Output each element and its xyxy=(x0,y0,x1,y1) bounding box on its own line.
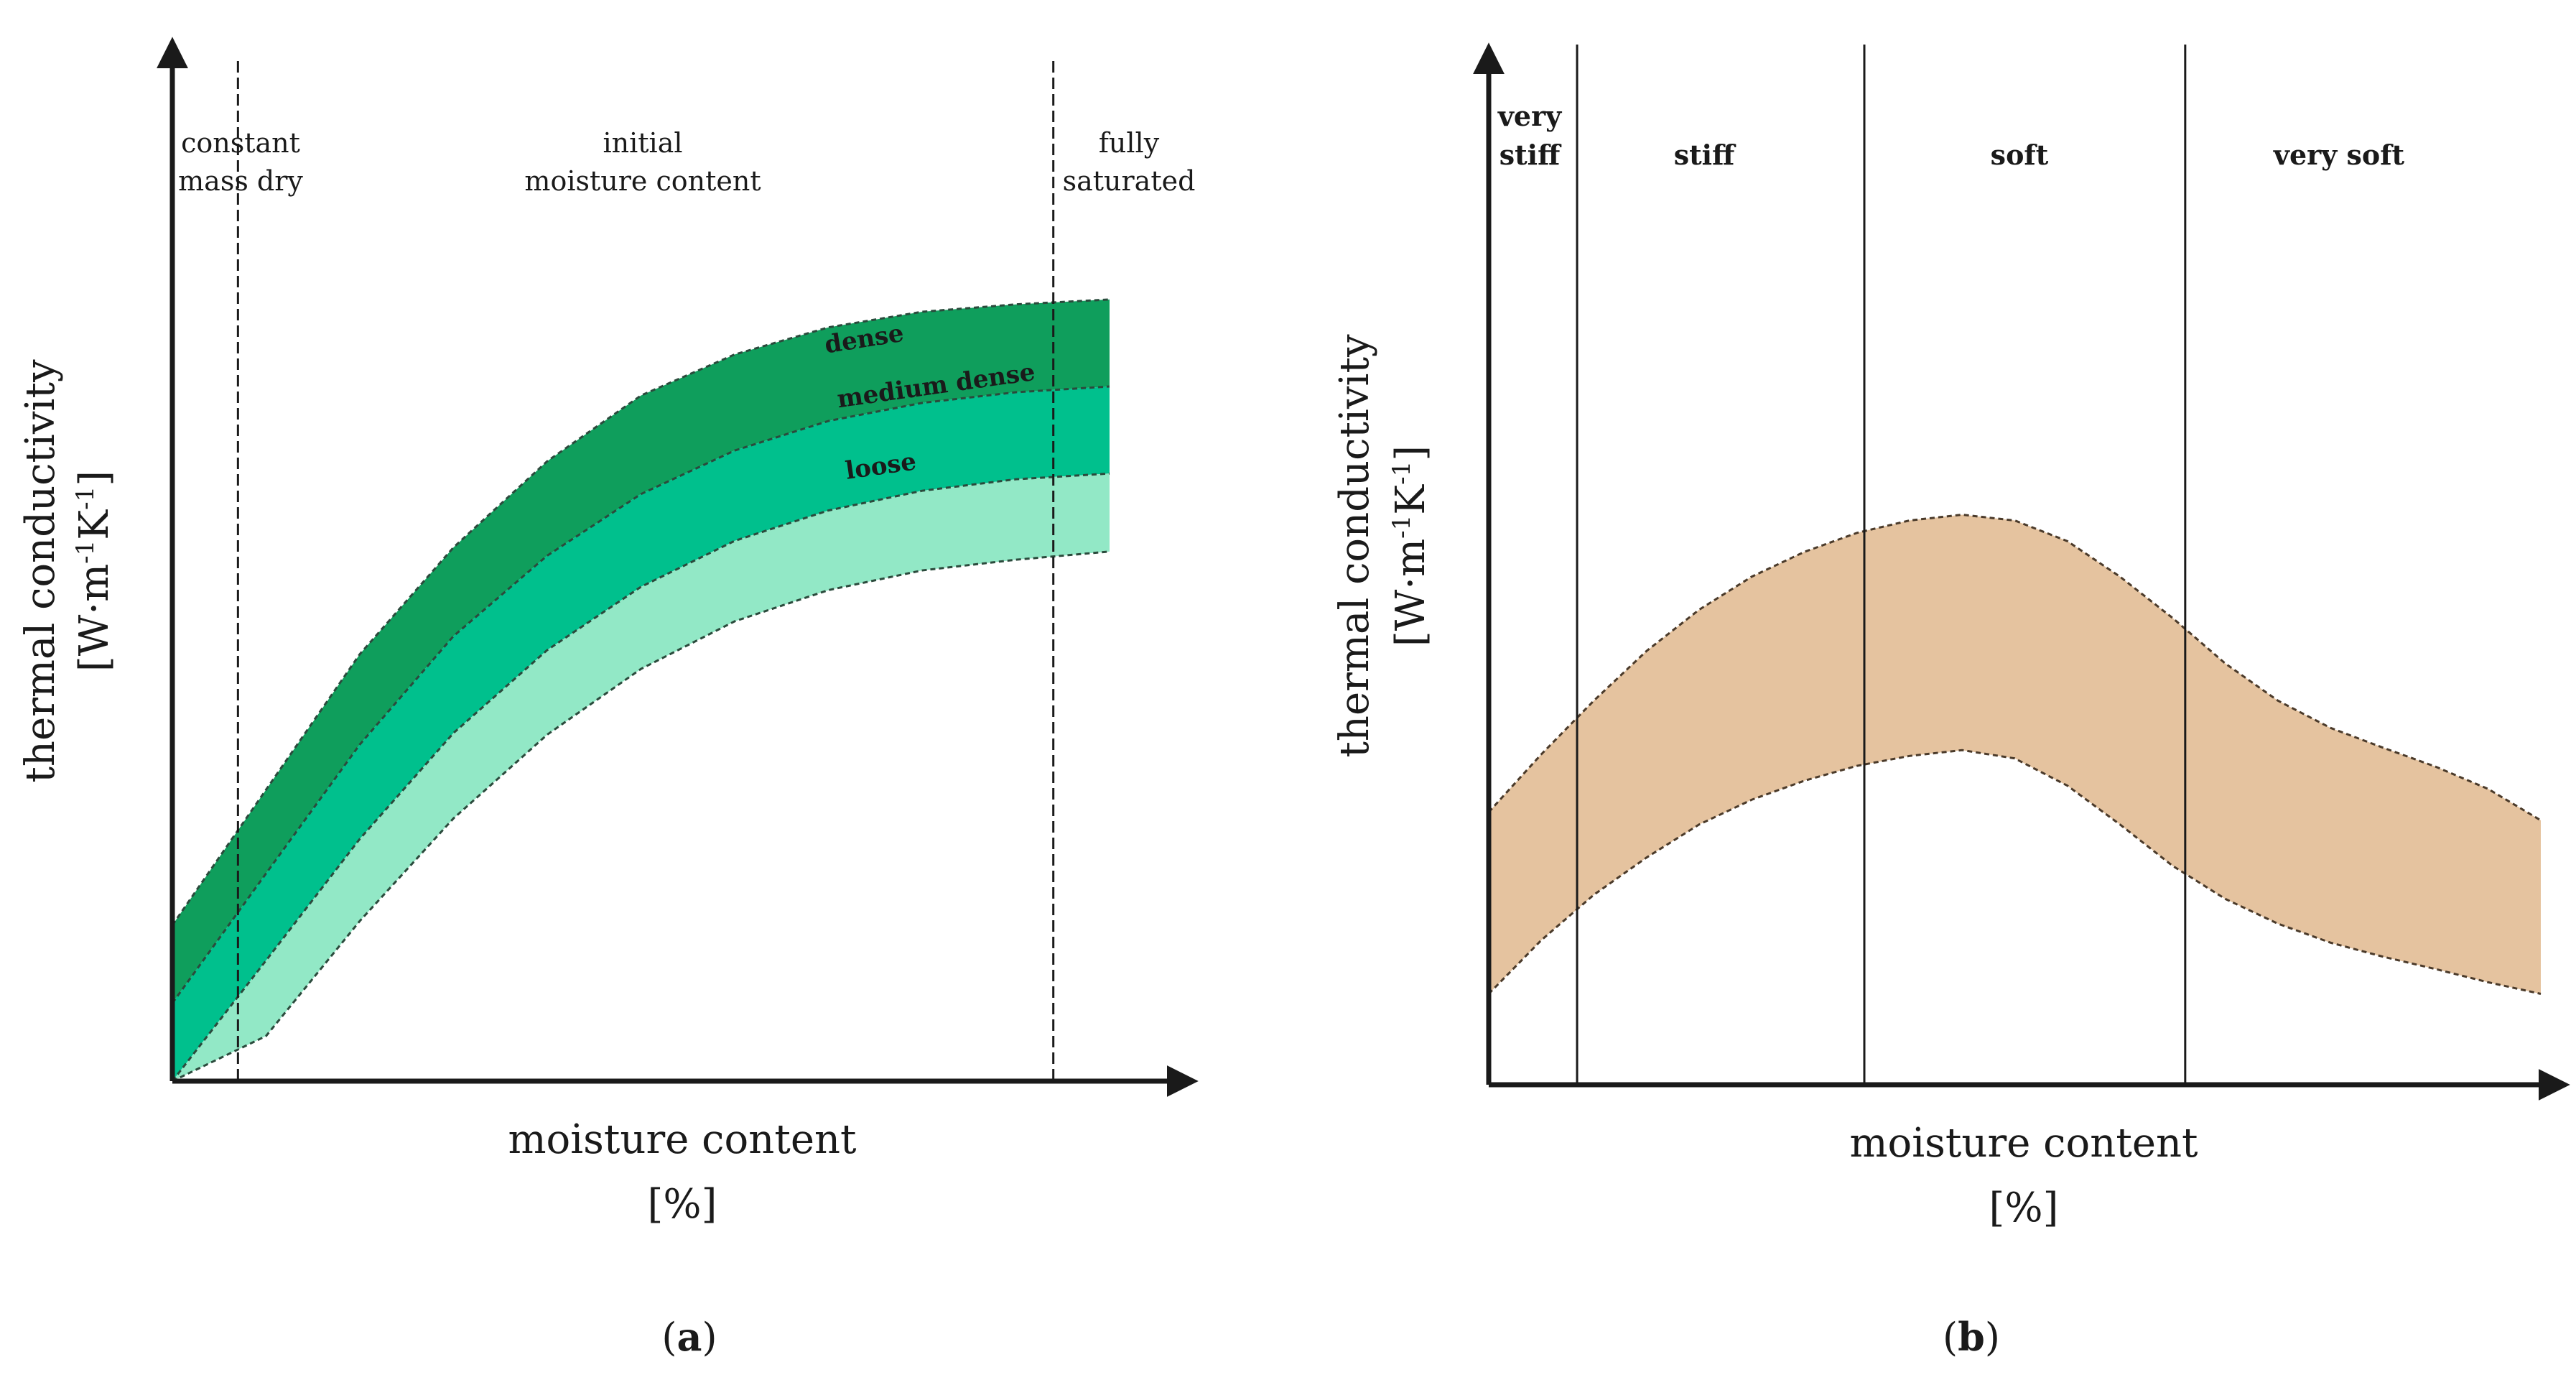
a-zone-label-constant-line1: constant xyxy=(181,127,300,159)
a-band-edge-bottom xyxy=(172,550,1110,1083)
b-x-axis-label: moisture content xyxy=(1849,1120,2198,1167)
a-zone-label-constant-line2: mass dry xyxy=(178,165,303,197)
chart-panel-b: very stiff stiff soft very soft thermal … xyxy=(1331,42,2570,1360)
a-zone-label-initial-line2: moisture content xyxy=(524,165,761,197)
chart-panel-a: constant mass dry initial moisture conte… xyxy=(17,37,1199,1360)
b-x-axis-unit: [%] xyxy=(1989,1185,2059,1231)
b-band-group xyxy=(1487,513,2542,995)
b-panel-label: (b) xyxy=(1943,1314,2000,1360)
a-band-medium-dense xyxy=(172,386,1110,1081)
a-y-unit-exp2: -1 xyxy=(71,486,100,510)
b-band-edge-upper xyxy=(1487,513,2542,822)
b-band-edge-lower xyxy=(1487,749,2542,995)
a-x-axis-unit: [%] xyxy=(648,1181,717,1228)
a-band-loose xyxy=(172,473,1110,1081)
a-panel-letter: a xyxy=(677,1314,702,1360)
a-band-dense xyxy=(172,299,1110,1004)
b-y-unit-exp1: -1 xyxy=(1387,515,1416,539)
b-y-unit-exp2: -1 xyxy=(1387,461,1416,485)
b-y-unit-base: W·m xyxy=(1387,539,1434,631)
b-zone-boundaries xyxy=(1576,45,2187,1085)
a-y-axis-unit: [W·m-1K-1] xyxy=(71,471,118,672)
a-y-unit-exp1: -1 xyxy=(71,540,100,564)
a-panel-label: (a) xyxy=(661,1314,717,1360)
b-zone-label-soft: soft xyxy=(1991,139,2049,171)
b-y-unit-mid: K xyxy=(1387,484,1434,515)
b-zone-label-very-stiff-line2: stiff xyxy=(1499,139,1562,171)
a-band-edge-loose xyxy=(171,472,1110,1082)
a-zone-labels: constant mass dry initial moisture conte… xyxy=(178,127,1195,197)
b-y-axis-label: thermal conductivity xyxy=(1331,334,1378,758)
a-band-group xyxy=(171,298,1110,1083)
a-zone-label-saturated-line2: saturated xyxy=(1063,165,1196,197)
b-zone-label-very-soft: very soft xyxy=(2273,139,2405,171)
a-zone-label-saturated-line1: fully xyxy=(1099,127,1160,159)
b-zone-label-very-stiff-line1: very xyxy=(1497,100,1562,132)
a-band-edge-medium-dense xyxy=(171,385,1110,1004)
a-zone-boundaries xyxy=(236,61,1055,1081)
b-zone-labels: very stiff stiff soft very soft xyxy=(1497,100,2405,171)
a-y-unit-mid: K xyxy=(71,509,118,540)
b-zone-label-stiff: stiff xyxy=(1674,139,1736,171)
a-y-axis-label: thermal conductivity xyxy=(17,359,64,783)
a-zone-label-initial-line1: initial xyxy=(603,127,682,159)
b-band-area xyxy=(1489,514,2541,994)
b-panel-letter: b xyxy=(1958,1314,1985,1360)
a-y-unit-base: W·m xyxy=(71,564,118,656)
b-y-axis-unit: [W·m-1K-1] xyxy=(1387,445,1434,647)
a-x-axis-label: moisture content xyxy=(508,1116,857,1163)
